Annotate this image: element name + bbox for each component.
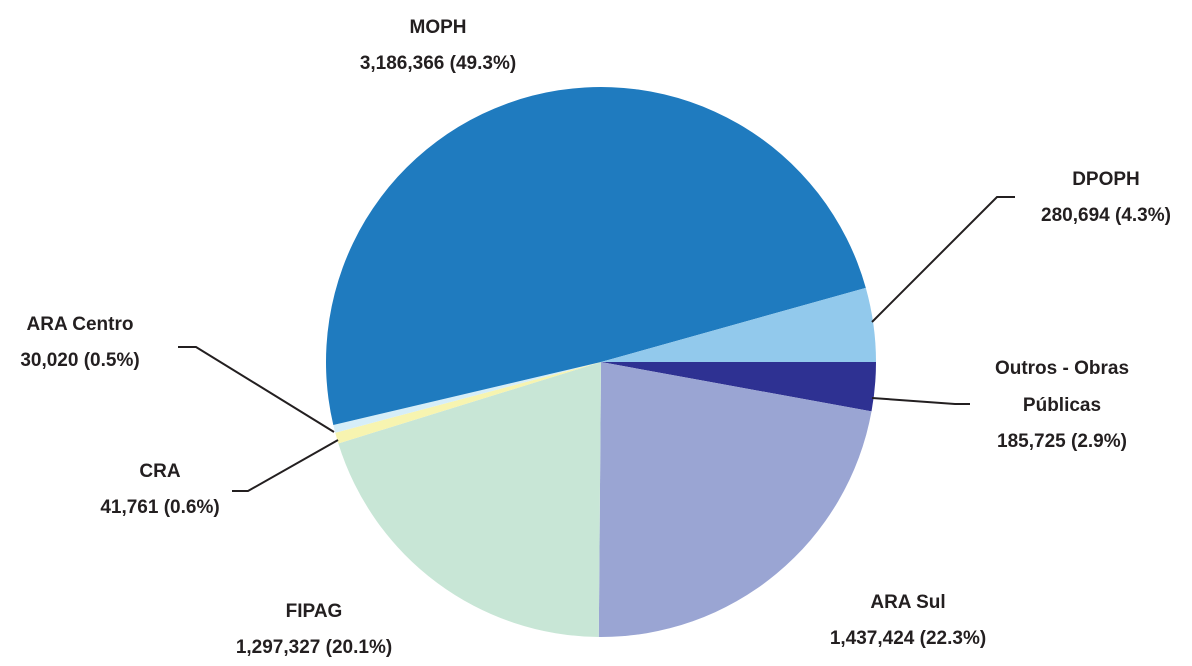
data-label: DPOPH 280,694 (4.3%): [1041, 162, 1171, 234]
data-label: Outros - Obras Públicas 185,725 (2.9%): [977, 350, 1147, 460]
pie-slice: [338, 362, 601, 637]
slice-name: FIPAG: [285, 601, 343, 622]
slice-name: ARA Centro: [26, 314, 134, 335]
slice-name: Outros - Obras Públicas: [994, 358, 1130, 416]
data-label: ARA Centro 30,020 (0.5%): [20, 307, 139, 379]
slice-value: 1,437,424 (22.3%): [829, 628, 987, 649]
slice-name: CRA: [139, 461, 181, 482]
slice-value: 41,761 (0.6%): [100, 497, 220, 518]
pie-slice: [335, 362, 601, 444]
slice-value: 3,186,366 (49.3%): [359, 53, 517, 74]
slice-value: 1,297,327 (20.1%): [235, 637, 393, 658]
slice-name: MOPH: [409, 17, 467, 38]
pie-slice: [325, 86, 866, 425]
slice-name: ARA Sul: [870, 592, 946, 613]
leader-line: [178, 346, 335, 433]
pie-slice: [601, 287, 876, 362]
pie-slice: [601, 362, 876, 412]
pie-slice: [598, 362, 872, 637]
slice-value: 30,020 (0.5%): [20, 350, 140, 371]
data-label: FIPAG 1,297,327 (20.1%): [236, 594, 392, 666]
leader-line: [871, 397, 970, 405]
pie: [325, 86, 876, 637]
data-label: CRA 41,761 (0.6%): [100, 454, 219, 526]
leader-line: [232, 439, 339, 492]
pie-slice: [333, 362, 601, 433]
slice-name: DPOPH: [1072, 169, 1140, 190]
data-label: MOPH 3,186,366 (49.3%): [360, 10, 516, 82]
leader-lines: [178, 196, 1015, 492]
data-label: ARA Sul 1,437,424 (22.3%): [830, 585, 986, 657]
slice-value: 185,725 (2.9%): [997, 431, 1127, 452]
leader-line: [871, 196, 1015, 323]
slice-value: 280,694 (4.3%): [1041, 205, 1171, 226]
